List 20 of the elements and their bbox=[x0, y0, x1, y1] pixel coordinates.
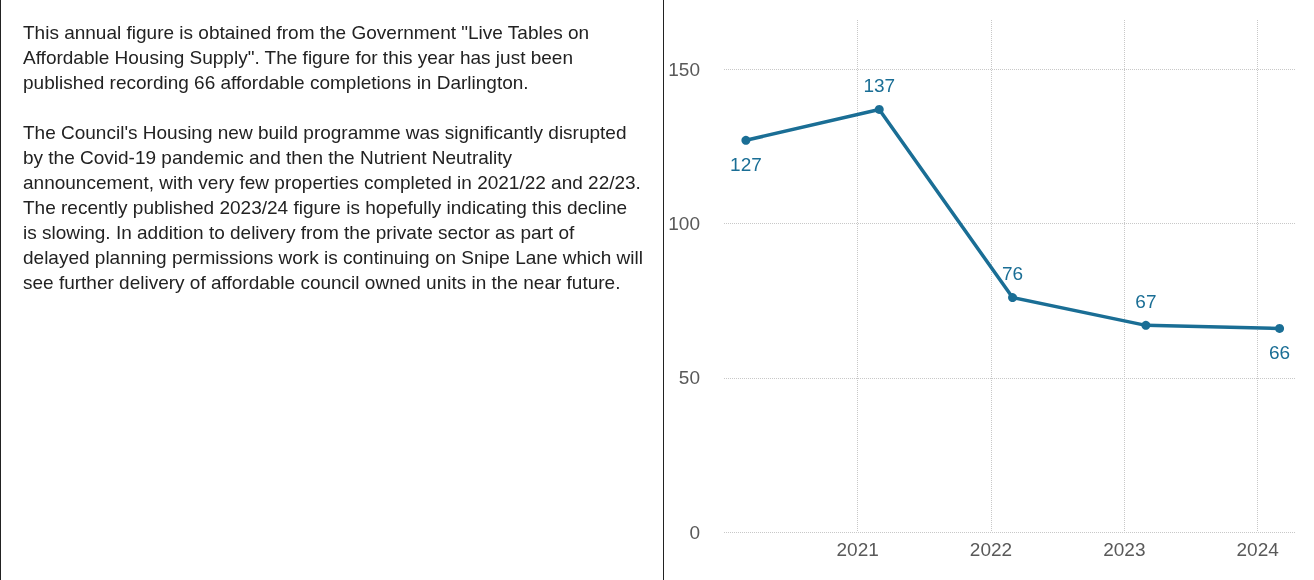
x-tick-label: 2022 bbox=[969, 539, 1013, 560]
data-label: 66 bbox=[1268, 341, 1291, 363]
text: This annual figure is obtained from the Government "Live Tables on Affordable Housing Supply". The figure for this year has just been published recording 66 affordable completions in Darlington. bbox=[23, 21, 591, 95]
y-tick-label: 100 bbox=[668, 213, 700, 235]
data-label: 67 bbox=[1135, 290, 1157, 312]
x-tick-label: 2024 bbox=[1236, 539, 1280, 560]
x-tick-label: 2023 bbox=[1103, 539, 1146, 560]
data-label: 127 bbox=[730, 153, 762, 175]
y-tick-label: 150 bbox=[668, 58, 700, 80]
y-tick-label: 0 bbox=[689, 521, 700, 543]
data-label: 137 bbox=[863, 74, 896, 96]
point bbox=[1141, 320, 1151, 330]
point bbox=[1275, 323, 1285, 333]
y-tick-label: 50 bbox=[678, 367, 700, 389]
point bbox=[1008, 293, 1018, 303]
point bbox=[741, 135, 751, 145]
point bbox=[874, 104, 884, 114]
x-tick-label: 2021 bbox=[836, 539, 879, 560]
data-label: 76 bbox=[1001, 263, 1024, 285]
text: The Council's Housing new build programme was significantly disrupted by the Covid-19 pandemic and then the Nutrient Neutrality announcement, with very few properties completed in 2021/22 and 22/23. The recently published 2023/24 figure is hopefully indicating this decline is slowing. In addition to delivery from the private sector as part of delayed planning permissions work is continuing on Snipe Lane which will see further delivery of affordable council owned units in the near future. bbox=[23, 121, 643, 295]
